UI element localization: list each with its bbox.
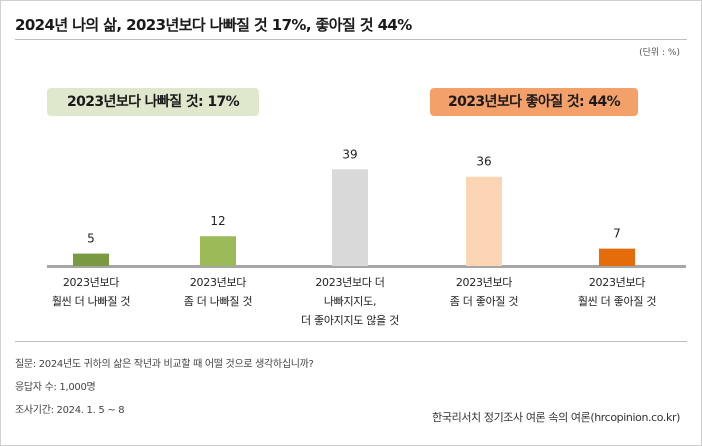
bar — [73, 253, 109, 266]
category-tick-label: 2023년보다 — [456, 276, 512, 289]
survey-question: 질문: 2024년도 귀하의 삶은 작년과 비교할 때 어떨 것으로 생각하십니… — [15, 359, 314, 370]
bar-value-label: 7 — [613, 227, 621, 241]
survey-period: 조사기간: 2024. 1. 5 ~ 8 — [15, 405, 125, 416]
better-summary-badge: 2023년보다 좋아질 것: 44% — [430, 88, 638, 116]
worse-summary-badge: 2023년보다 나빠질 것: 17% — [47, 88, 259, 116]
category-tick-label: 훨씬 더 나빠질 것 — [52, 295, 131, 308]
category-tick-label: 2023년보다 — [63, 276, 119, 289]
unit-label: (단위 : %) — [639, 48, 680, 58]
bar-value-label: 36 — [476, 155, 491, 169]
category-tick-label: 2023년보다 — [589, 276, 645, 289]
category-tick-label: 나빠지지도, — [324, 295, 376, 308]
category-tick-label: 훨씬 더 좋아질 것 — [578, 295, 657, 308]
bar — [466, 176, 502, 266]
category-tick-label: 더 좋아지지도 않을 것 — [301, 314, 399, 327]
title-divider — [15, 39, 687, 40]
bar — [200, 236, 236, 266]
category-tick-label: 좀 더 좋아질 것 — [450, 295, 519, 308]
bar-value-label: 12 — [210, 214, 225, 228]
source-credit: 한국리서치 정기조사 여론 속의 여론(hrcopinion.co.kr) — [432, 411, 680, 424]
category-tick-label: 좀 더 나빠질 것 — [184, 295, 253, 308]
bar-value-label: 5 — [87, 232, 95, 246]
bar-value-label: 39 — [342, 147, 357, 161]
category-tick-label: 2023년보다 — [190, 276, 246, 289]
footer-divider — [15, 341, 687, 342]
chart-title: 2024년 나의 삶, 2023년보다 나빠질 것 17%, 좋아질 것 44% — [15, 16, 412, 34]
bar — [599, 248, 635, 266]
category-tick-label: 2023년보다 더 — [315, 276, 384, 289]
respondent-count: 응답자 수: 1,000명 — [15, 382, 96, 393]
bar — [332, 169, 368, 266]
